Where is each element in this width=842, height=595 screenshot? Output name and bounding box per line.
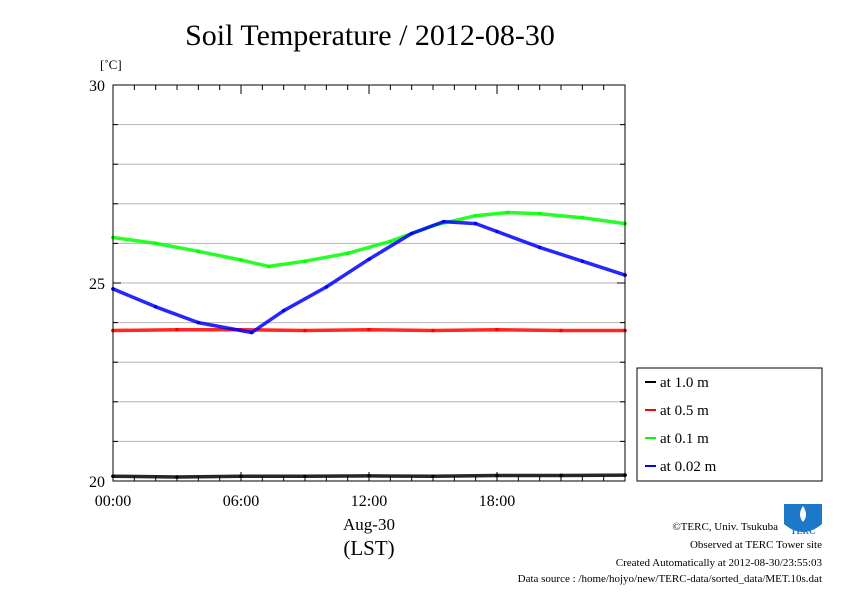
series-point (495, 229, 499, 234)
series-point (345, 251, 350, 256)
logo-text: TERC (790, 526, 815, 536)
series-point (580, 215, 585, 220)
series-line-2 (111, 210, 627, 269)
series-point (196, 320, 201, 325)
x-axis-timezone-label: (LST) (343, 536, 394, 560)
x-tick-label: 00:00 (95, 493, 131, 510)
y-tick-label: 25 (89, 276, 105, 293)
footer-credit: ©TERC, Univ. Tsukuba (672, 521, 778, 533)
series-point (559, 328, 563, 333)
footer-created: Created Automatically at 2012-08-30/23:5… (616, 557, 823, 569)
footer-source: Data source : /home/hojyo/new/TERC-data/… (518, 573, 822, 585)
y-tick-label: 20 (89, 474, 105, 491)
series-point (239, 258, 243, 262)
x-tick-label: 12:00 (351, 493, 387, 510)
legend: at 1.0 m at 0.5 m at 0.1 m at 0.02 m (636, 367, 823, 482)
series-point (196, 249, 201, 254)
series-point (505, 210, 510, 215)
series-line-3 (111, 219, 627, 335)
series-point (473, 221, 478, 226)
series-point (559, 473, 563, 478)
series-point (153, 304, 158, 309)
series-point (431, 328, 435, 333)
series-point (367, 327, 371, 332)
legend-label: at 0.1 m (660, 431, 709, 447)
gridlines (113, 124, 625, 442)
series-point (409, 231, 414, 236)
series-point (537, 211, 542, 216)
y-axis-unit: [˚C] (100, 57, 122, 72)
legend-label: at 0.02 m (660, 459, 717, 475)
y-tick-label: 30 (89, 78, 105, 95)
series-point (441, 219, 446, 224)
series-point (324, 285, 329, 289)
series-point (153, 241, 158, 246)
x-tick-label: 06:00 (223, 493, 259, 510)
series-point (303, 328, 307, 333)
terc-logo: TERC (784, 504, 822, 536)
legend-label: at 0.5 m (660, 403, 709, 419)
logo-droplet-icon (800, 506, 806, 522)
series-point (537, 245, 542, 250)
series-point (580, 259, 585, 264)
chart-title: Soil Temperature / 2012-08-30 (185, 19, 555, 52)
legend-label: at 1.0 m (660, 375, 709, 391)
series-point (367, 257, 371, 262)
legend-box (636, 367, 823, 482)
footer-observed: Observed at TERC Tower site (690, 539, 822, 551)
series-point (175, 327, 179, 332)
x-tick-label: 18:00 (479, 493, 515, 510)
series-point (473, 213, 478, 218)
series-lines (111, 210, 627, 479)
series-point (495, 327, 499, 332)
series-point (249, 330, 254, 335)
series-point (266, 264, 271, 269)
series-point (303, 259, 307, 264)
x-axis-label: Aug-30 (343, 515, 395, 534)
series-point (281, 308, 286, 313)
axis-ticks: 20 25 30 00:00 06:00 12:00 18:00 (89, 78, 626, 510)
series-point (388, 239, 393, 244)
